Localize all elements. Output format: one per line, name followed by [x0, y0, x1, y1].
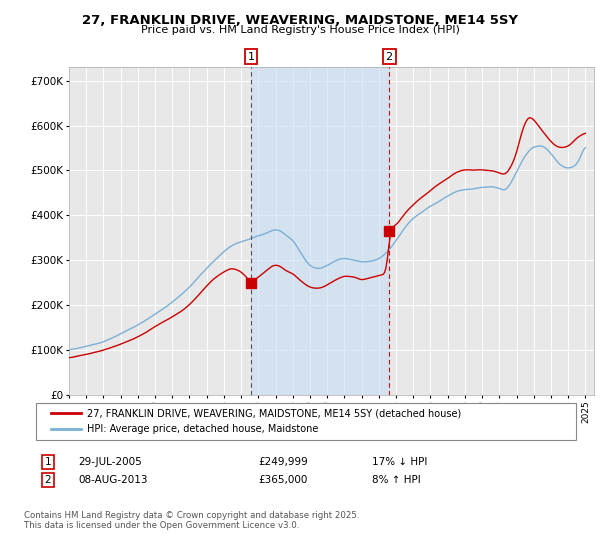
Text: 1: 1: [44, 457, 52, 467]
Text: £365,000: £365,000: [258, 475, 307, 485]
Bar: [251, 67, 389, 395]
Text: 08-AUG-2013: 08-AUG-2013: [78, 475, 148, 485]
Text: 1: 1: [247, 52, 254, 62]
Text: 8% ↑ HPI: 8% ↑ HPI: [372, 475, 421, 485]
Text: 29-JUL-2005: 29-JUL-2005: [78, 457, 142, 467]
Text: Price paid vs. HM Land Registry's House Price Index (HPI): Price paid vs. HM Land Registry's House …: [140, 25, 460, 35]
Text: 17% ↓ HPI: 17% ↓ HPI: [372, 457, 427, 467]
Text: 27, FRANKLIN DRIVE, WEAVERING, MAIDSTONE, ME14 5SY: 27, FRANKLIN DRIVE, WEAVERING, MAIDSTONE…: [82, 14, 518, 27]
Text: 2: 2: [44, 475, 52, 485]
Text: Contains HM Land Registry data © Crown copyright and database right 2025.
This d: Contains HM Land Registry data © Crown c…: [24, 511, 359, 530]
Text: 2: 2: [386, 52, 393, 62]
Text: £249,999: £249,999: [258, 457, 308, 467]
Text: HPI: Average price, detached house, Maidstone: HPI: Average price, detached house, Maid…: [87, 424, 319, 435]
Text: 27, FRANKLIN DRIVE, WEAVERING, MAIDSTONE, ME14 5SY (detached house): 27, FRANKLIN DRIVE, WEAVERING, MAIDSTONE…: [87, 408, 461, 418]
